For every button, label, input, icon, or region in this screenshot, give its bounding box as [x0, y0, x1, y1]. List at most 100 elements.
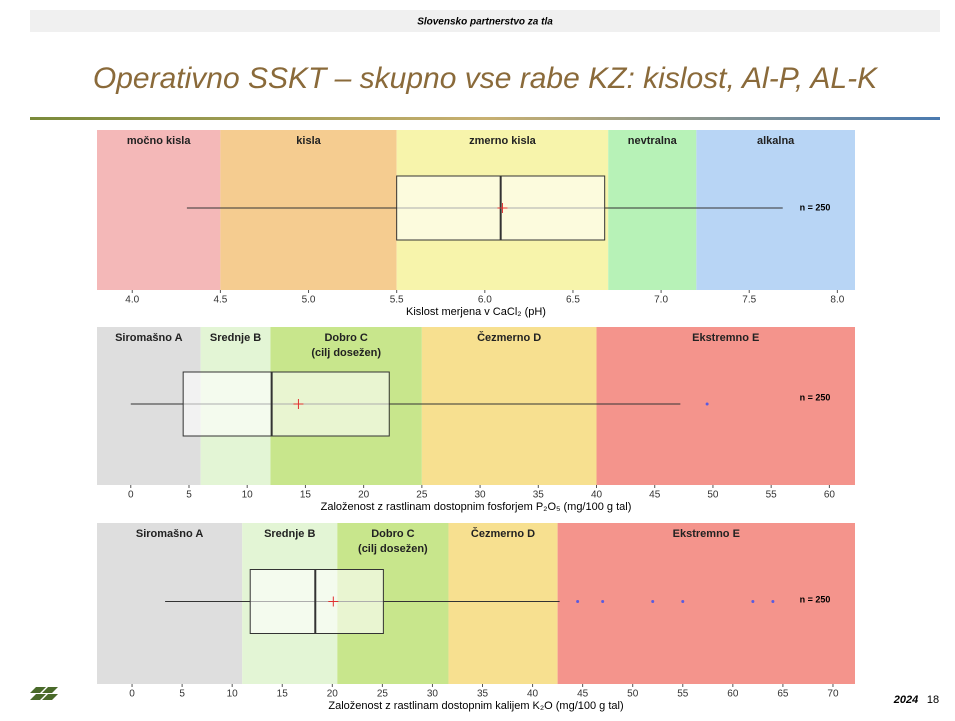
zone-label: Ekstremno E	[692, 332, 760, 344]
header-bar	[30, 10, 940, 32]
zone-label: Siromašno A	[115, 332, 183, 344]
header-text: Slovensko partnerstvo za tla	[417, 17, 553, 28]
x-tick-label: 7.0	[654, 295, 668, 306]
zone-label: alkalna	[757, 135, 795, 147]
x-tick-label: 5.5	[390, 295, 404, 306]
x-tick-label: 50	[627, 689, 639, 700]
x-tick-label: 20	[327, 689, 339, 700]
x-tick-label: 10	[242, 490, 254, 501]
x-tick-label: 45	[577, 689, 589, 700]
footer-year: 2024	[893, 694, 918, 706]
zone-label-box: Čezmerno D	[477, 332, 542, 344]
zone-label: močno kisla	[126, 135, 191, 147]
chart: Siromašno A Srednje B Dobro C (cilj doseže…	[97, 523, 855, 712]
zone-label: Ekstremno E	[672, 528, 740, 540]
x-tick-label: 55	[677, 689, 689, 700]
zone-label-box: Čezmerno D	[470, 528, 536, 540]
x-tick-label: 5	[179, 689, 185, 700]
x-tick-label: 30	[475, 490, 487, 501]
outlier	[601, 600, 605, 603]
zone-label: Dobro C (cilj dosežen)	[358, 528, 428, 555]
x-tick-label: 25	[416, 490, 428, 501]
zone	[448, 523, 558, 684]
x-tick-label: 35	[533, 490, 545, 501]
box	[182, 371, 390, 437]
n-label: n = 250	[800, 202, 831, 212]
x-tick-label: 4.5	[213, 295, 227, 306]
zone-label: Srednje B	[264, 528, 316, 540]
zone	[557, 523, 855, 684]
page-number: 18	[927, 694, 939, 706]
x-tick-label: 60	[727, 689, 739, 700]
zone-label: Čezmerno D	[470, 528, 536, 540]
outlier	[705, 402, 709, 406]
zone-label: nevtralna	[627, 135, 677, 147]
zone	[696, 130, 855, 290]
x-axis-label: Kislost merjena v CaCl₂ (pH)	[406, 306, 546, 318]
x-tick-label: 65	[777, 689, 789, 700]
zone-label-box: Srednje B	[209, 332, 262, 344]
zone	[220, 130, 397, 290]
zone-label-box: Siromašno A	[115, 332, 183, 344]
x-tick-label: 60	[824, 490, 836, 501]
x-tick-label: 25	[377, 689, 389, 700]
zone-label-box: zmerno kisla	[469, 135, 536, 147]
x-tick-label: 10	[227, 689, 239, 700]
logo	[30, 687, 58, 700]
n-label: n = 250	[800, 392, 831, 402]
x-axis-label: Založenost z rastlinam dostopnim kalijem…	[328, 700, 623, 712]
x-tick-label: 5.0	[302, 295, 316, 306]
x-tick-label: 40	[527, 689, 539, 700]
zone-label: zmerno kisla	[469, 135, 536, 147]
mean	[293, 399, 304, 409]
x-tick-label: 35	[477, 689, 489, 700]
zone	[97, 523, 243, 684]
mean	[328, 596, 339, 607]
slide-title: Operativno SSKT – skupno vse rabe KZ: ki…	[93, 62, 879, 95]
outlier	[576, 600, 580, 603]
outlier	[771, 600, 775, 603]
zone-label: Čezmerno D	[477, 332, 542, 344]
zone-label-box: Srednje B	[264, 528, 316, 540]
x-tick-label: 45	[649, 490, 661, 501]
chart: Siromašno A Srednje B Dobro C (cilj doseže…	[97, 327, 855, 513]
x-tick-label: 55	[766, 490, 778, 501]
outlier	[651, 600, 655, 603]
x-tick-label: 6.0	[478, 295, 492, 306]
x-tick-label: 30	[427, 689, 439, 700]
zone-label: Siromašno A	[135, 528, 204, 540]
zone-label-box: kisla	[296, 135, 321, 147]
x-tick-label: 15	[300, 490, 312, 501]
x-tick-label: 8.0	[830, 295, 844, 306]
zone-label-box: Siromašno A	[135, 528, 204, 540]
x-tick-label: 15	[277, 689, 289, 700]
zone	[608, 130, 697, 290]
x-tick-label: 6.5	[566, 295, 580, 306]
zone-label: Srednje B	[209, 332, 262, 344]
chart: močno kisla kisla zmerno kisla nevtralna alk…	[97, 130, 855, 318]
zone	[421, 327, 597, 485]
x-tick-label: 0	[129, 689, 135, 700]
x-tick-label: 40	[591, 490, 603, 501]
x-tick-label: 0	[128, 490, 134, 501]
zone-label-box: Ekstremno E	[672, 528, 740, 540]
zone-label-box: Dobro C (cilj dosežen)	[311, 332, 381, 359]
n-label: n = 250	[800, 594, 831, 604]
x-tick-label: 50	[707, 490, 719, 501]
zone-label-box: močno kisla	[126, 135, 191, 147]
zone-label-box: Dobro C (cilj dosežen)	[358, 528, 428, 555]
x-tick-label: 7.5	[742, 295, 756, 306]
zone	[596, 327, 855, 485]
outlier	[681, 600, 685, 603]
outlier	[751, 600, 755, 603]
x-tick-label: 5	[186, 490, 192, 501]
zone-label-box: Ekstremno E	[692, 332, 760, 344]
zone	[97, 130, 221, 290]
zone-label-box: nevtralna	[627, 135, 677, 147]
x-tick-label: 4.0	[125, 295, 139, 306]
x-tick-label: 20	[358, 490, 370, 501]
x-tick-label: 70	[827, 689, 839, 700]
title-rule	[30, 117, 940, 120]
zone-label: kisla	[296, 135, 321, 147]
